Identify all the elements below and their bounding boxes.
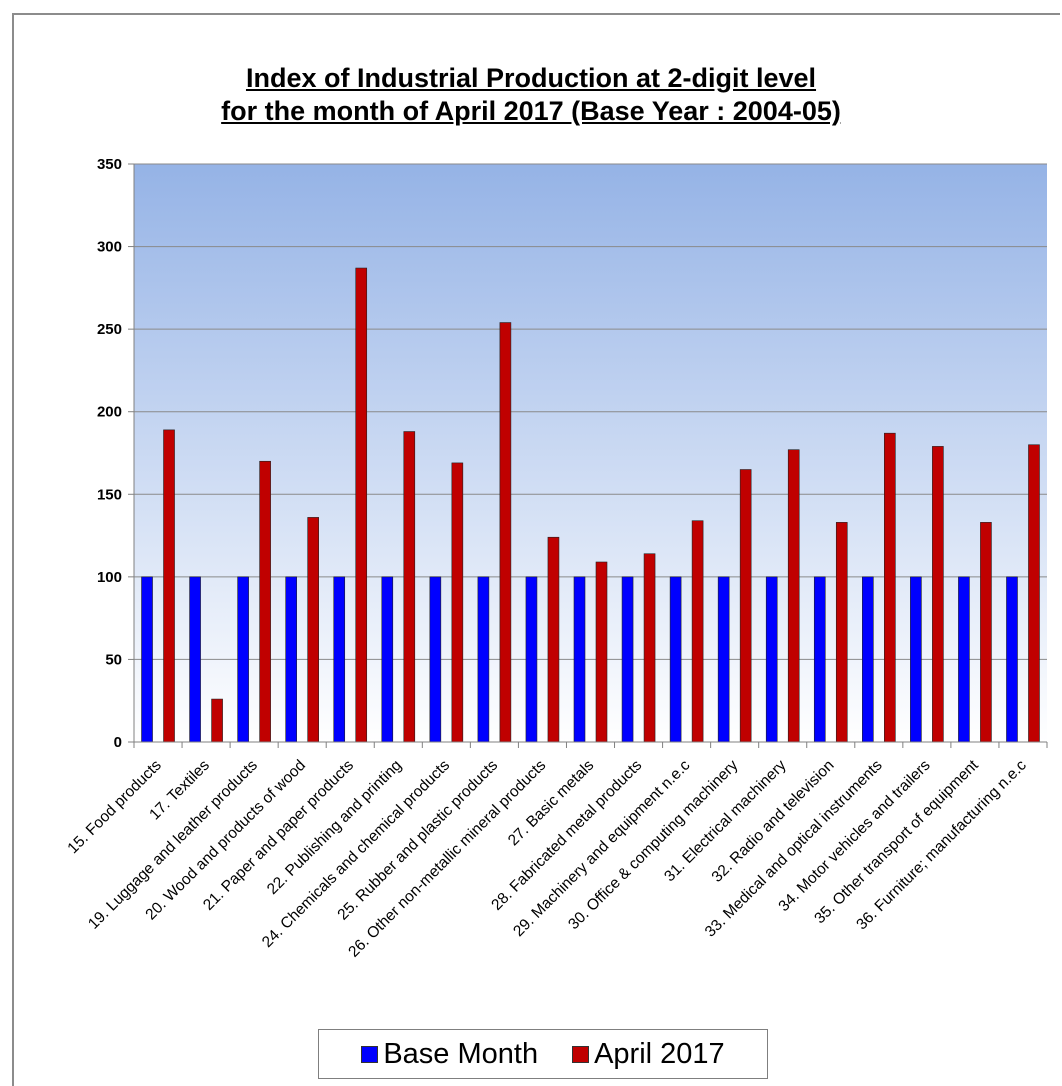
bar-april-2017: [163, 429, 175, 743]
legend-swatch-april-2017: [572, 1045, 590, 1063]
x-category-label: 19. Luggage and leather products: [85, 757, 261, 933]
bar-base-month: [477, 576, 490, 743]
bar-base-month: [573, 576, 586, 743]
y-tick-label: 250: [97, 321, 122, 338]
axes: [128, 163, 1048, 748]
y-tick-label: 100: [97, 569, 122, 586]
bar-april-2017: [451, 462, 464, 743]
y-tick-label: 300: [97, 239, 122, 256]
bar-april-2017: [980, 522, 992, 743]
bar-base-month: [958, 576, 970, 743]
bar-base-month: [381, 576, 394, 743]
bar-base-month: [621, 576, 634, 743]
bar-base-month: [862, 576, 874, 743]
bar-base-month: [910, 576, 922, 743]
bar-april-2017: [787, 449, 800, 743]
bar-april-2017: [643, 553, 656, 743]
bar-base-month: [141, 576, 153, 743]
plot-area: [134, 164, 1047, 742]
y-tick-label: 0: [114, 734, 122, 751]
bar-april-2017: [1028, 444, 1040, 743]
y-tick-label: 150: [97, 486, 122, 503]
bars: [141, 267, 1040, 743]
bar-base-month: [765, 576, 778, 743]
bar-base-month: [333, 576, 346, 743]
bar-april-2017: [691, 520, 704, 743]
chart-title-line-2: for the month of April 2017 (Base Year :…: [221, 96, 841, 126]
bar-base-month: [669, 576, 682, 743]
chart-title: Index of Industrial Production at 2-digi…: [0, 62, 1062, 128]
bar-april-2017: [835, 522, 848, 743]
bar-april-2017: [307, 517, 319, 743]
bar-april-2017: [355, 267, 368, 743]
legend-item-april-2017: April 2017: [572, 1038, 725, 1071]
bar-base-month: [525, 576, 538, 743]
chart-title-line-1: Index of Industrial Production at 2-digi…: [245, 63, 817, 93]
bar-base-month: [189, 576, 201, 743]
x-category-label: 33. Medical and optical instruments: [702, 757, 886, 941]
bar-april-2017: [403, 431, 416, 743]
legend-label-april-2017: April 2017: [594, 1037, 725, 1070]
y-tick-label: 200: [97, 404, 122, 421]
legend-swatch-base-month: [361, 1045, 379, 1063]
chart-frame: [12, 13, 1060, 1086]
x-category-label: 30. Office & computing machinery: [565, 757, 741, 933]
bar-april-2017: [595, 561, 608, 743]
bar-april-2017: [499, 322, 512, 743]
x-category-label: 27. Basic metals: [505, 757, 598, 850]
x-category-label: 29. Machinery and equipment n.e.c: [510, 757, 693, 940]
bar-april-2017: [884, 432, 896, 743]
legend: Base Month April 2017: [318, 1029, 768, 1079]
bar-base-month: [717, 576, 730, 743]
bar-base-month: [1006, 576, 1018, 743]
bar-base-month: [429, 576, 442, 743]
bar-april-2017: [739, 469, 752, 743]
bar-base-month: [237, 576, 249, 743]
x-category-label: 36. Furniture; manufacturing n.e.c: [853, 757, 1030, 934]
bar-april-2017: [547, 536, 560, 743]
legend-label-base-month: Base Month: [383, 1037, 539, 1070]
bar-april-2017: [211, 698, 223, 743]
bar-april-2017: [259, 460, 271, 743]
bar-base-month: [285, 576, 297, 743]
y-tick-label: 350: [97, 156, 122, 173]
y-tick-label: 50: [105, 651, 122, 668]
bar-base-month: [813, 576, 826, 743]
legend-item-base-month: Base Month: [361, 1038, 538, 1071]
bar-april-2017: [932, 446, 944, 743]
